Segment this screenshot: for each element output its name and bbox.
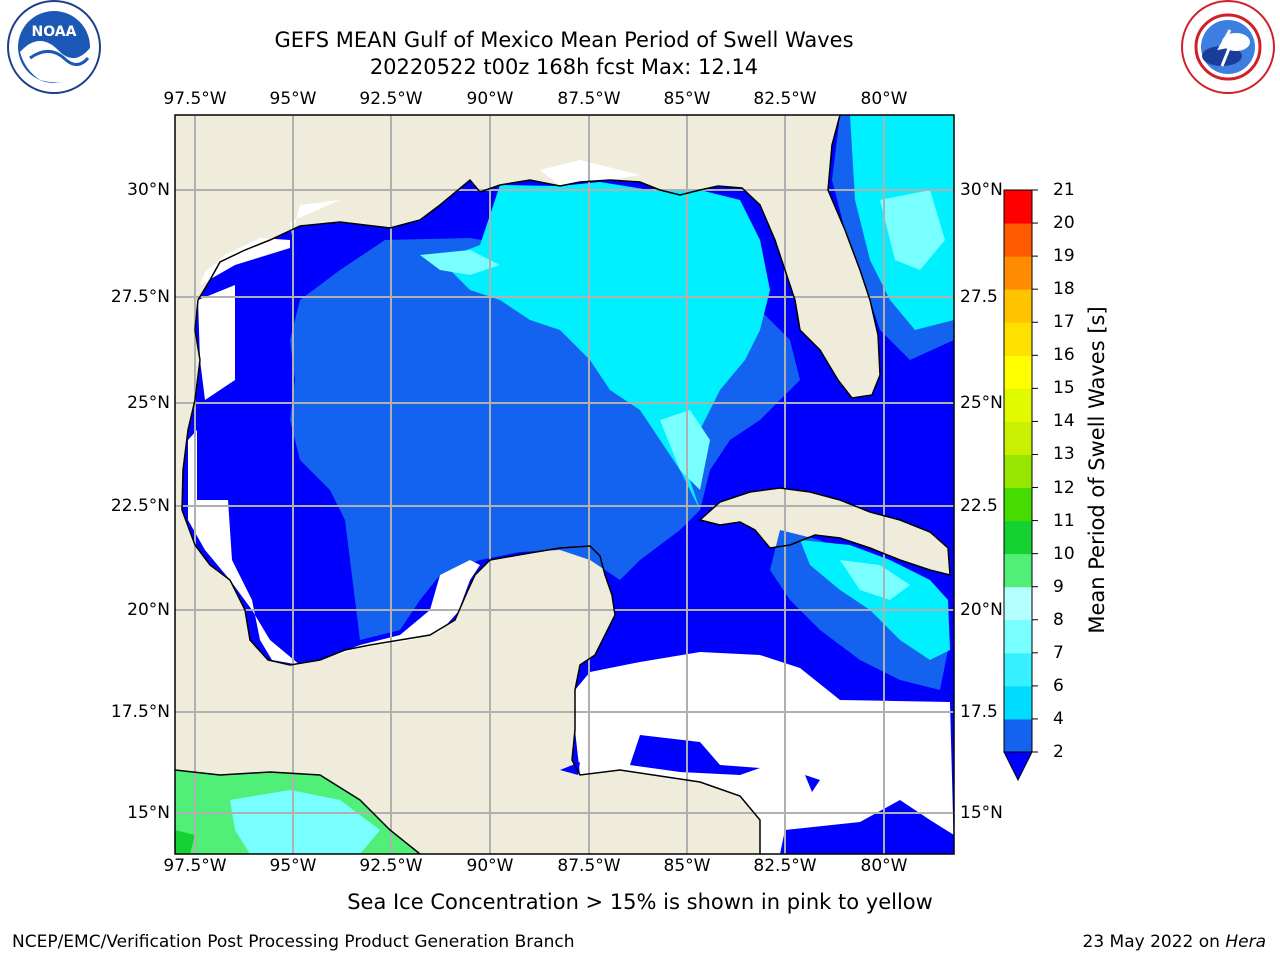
colorbar-segment: [1004, 223, 1032, 257]
colorbar-tick-label: 17: [1053, 312, 1075, 333]
no-data-regions: [188, 160, 954, 854]
colorbar-segment: [1004, 256, 1032, 290]
colorbar-segment: [1004, 718, 1032, 753]
colorbar-tick-label: 12: [1053, 477, 1075, 498]
lon-label-bottom-1: 95°W: [269, 856, 317, 876]
svg-text:NOAA: NOAA: [32, 24, 77, 40]
lat-label-right-6: 15°N: [960, 803, 1003, 823]
colorbar-segment: [1004, 685, 1032, 720]
lat-label-right-1: 27.5: [960, 287, 998, 307]
colorbar-tick-label: 21: [1053, 180, 1075, 200]
map-frame: [174, 114, 955, 855]
footer-date-text: 23 May 2022 on: [1082, 932, 1226, 952]
nws-logo: [1181, 0, 1275, 94]
coastline: [175, 115, 951, 854]
colorbar-segment: [1004, 190, 1032, 224]
lon-label-bottom-7: 80°W: [860, 856, 908, 876]
colorbar-segment: [1004, 487, 1032, 522]
graticule: [175, 115, 954, 854]
lat-label-left-3: 22.5°N: [110, 496, 170, 516]
chart-title: GEFS MEAN Gulf of Mexico Mean Period of …: [274, 28, 854, 52]
lat-label-left-0: 30°N: [127, 180, 170, 200]
lat-label-right-5: 17.5: [960, 702, 998, 722]
colorbar-tick-label: 9: [1053, 576, 1064, 597]
colorbar-tick-label: 20: [1053, 213, 1075, 234]
colorbar-segment: [1004, 289, 1032, 323]
colorbar-segment: [1004, 322, 1032, 356]
lon-label-bottom-5: 85°W: [663, 856, 711, 876]
noaa-logo: NOAA: [7, 0, 101, 94]
footer-host: Hera: [1225, 932, 1266, 952]
chart-subtitle-run: 20220522 t00z 168h fcst Max: 12.14: [369, 55, 759, 79]
colorbar-tick-label: 11: [1053, 510, 1075, 531]
colorbar-tick-label: 4: [1053, 708, 1064, 729]
colorbar-segment: [1004, 520, 1032, 555]
lon-label-top-4: 87.5°W: [557, 89, 621, 109]
field-pale-cyan: [420, 190, 945, 600]
colorbar-segment: [1004, 619, 1032, 654]
colorbar-tick-label: 15: [1053, 378, 1075, 399]
colorbar-tick-label: 7: [1053, 642, 1064, 663]
lat-label-right-4: 20°N: [960, 600, 1003, 620]
colorbar-tick-label: 8: [1053, 609, 1064, 630]
colorbar-tick-label: 19: [1053, 246, 1075, 267]
land: [175, 115, 950, 854]
colorbar-segment: [1004, 421, 1032, 455]
colorbar-segment: [1004, 355, 1032, 389]
lon-label-top-7: 80°W: [860, 89, 908, 109]
colorbar-segment: [1004, 553, 1032, 588]
lat-label-left-6: 15°N: [127, 803, 170, 823]
lon-label-bottom-6: 82.5°W: [753, 856, 817, 876]
colorbar-tick-label: 6: [1053, 675, 1064, 696]
lat-label-left-1: 27.5°N: [110, 287, 170, 307]
colorbar-segment: [1004, 388, 1032, 422]
colorbar-tick-label: 13: [1053, 444, 1075, 465]
colorbar-tick-label: 10: [1053, 543, 1075, 564]
lat-label-right-2: 25°N: [960, 393, 1003, 413]
lon-label-top-0: 97.5°W: [163, 89, 227, 109]
colorbar-tick-label: 16: [1053, 345, 1075, 366]
lon-label-bottom-3: 90°W: [466, 856, 514, 876]
lon-label-bottom-0: 97.5°W: [163, 856, 227, 876]
colorbar-tick-label: 2: [1053, 742, 1064, 762]
lat-label-left-2: 25°N: [127, 393, 170, 413]
colorbar-segment: [1004, 652, 1032, 687]
lon-label-top-2: 92.5°W: [359, 89, 423, 109]
footer-date: 23 May 2022 on Hera: [1083, 932, 1267, 952]
sea-ice-note: Sea Ice Concentration > 15% is shown in …: [347, 890, 933, 914]
figure-note: Sea Ice Concentration > 15% is shown in …: [0, 890, 1280, 914]
lat-label-right-3: 22.5: [960, 496, 998, 516]
lat-label-right-0: 30°N: [960, 180, 1003, 200]
lon-label-top-3: 90°W: [466, 89, 514, 109]
map-area: [175, 115, 954, 854]
lat-label-left-5: 17.5°N: [110, 702, 170, 722]
lon-label-top-5: 85°W: [663, 89, 711, 109]
colorbar-frame: [1003, 189, 1033, 753]
colorbar-tick-label: 18: [1053, 279, 1075, 300]
lon-label-bottom-2: 92.5°W: [359, 856, 423, 876]
colorbar-extend-arrow: [1003, 751, 1033, 782]
colorbar-segment: [1004, 454, 1032, 489]
lon-label-top-6: 82.5°W: [753, 89, 817, 109]
colorbar-segment: [1004, 586, 1032, 621]
lon-label-bottom-4: 87.5°W: [557, 856, 621, 876]
footer-credit: NCEP/EMC/Verification Post Processing Pr…: [12, 932, 575, 952]
lon-label-top-1: 95°W: [269, 89, 317, 109]
colorbar: [1003, 189, 1038, 782]
lat-label-left-4: 20°N: [127, 600, 170, 620]
colorbar-title: Mean Period of Swell Waves [s]: [1085, 306, 1109, 634]
colorbar-tick-label: 14: [1053, 411, 1075, 432]
